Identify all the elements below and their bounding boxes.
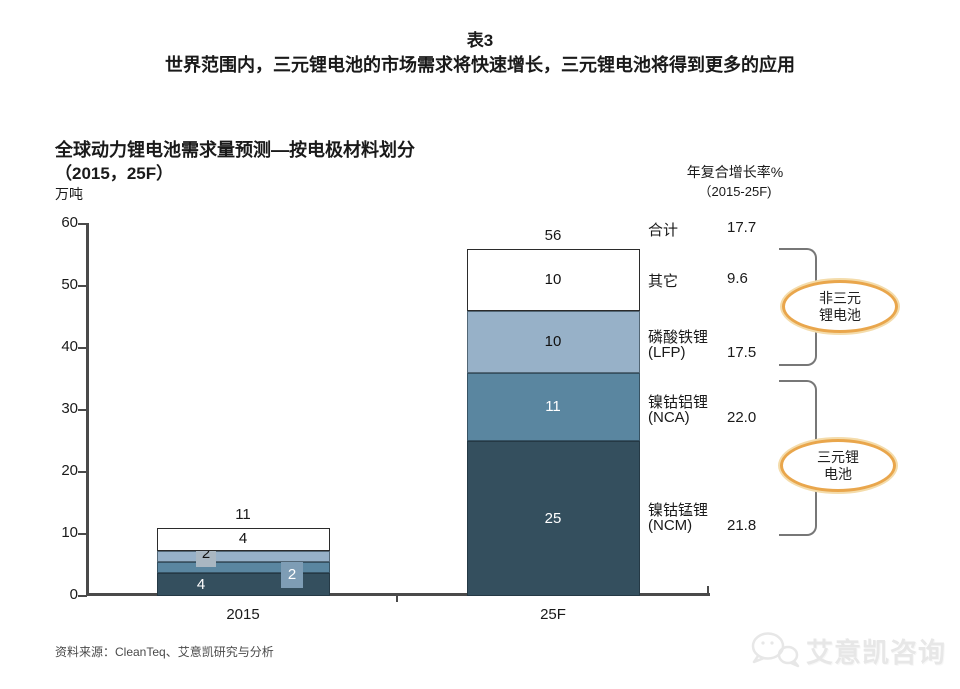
- series-code-label: (LFP): [648, 344, 686, 361]
- annotation-text: 电池: [824, 465, 852, 482]
- y-tick-mark: [78, 409, 87, 411]
- y-tick-mark: [78, 285, 87, 287]
- series-cagr-value: 22.0: [727, 409, 757, 426]
- annotation-text: 锂电池: [819, 306, 861, 323]
- bar-segment-25F-(NCA): [466, 372, 640, 441]
- annotation-ternary-battery: 三元锂 电池: [780, 439, 896, 492]
- series-cagr-value: 21.8: [727, 517, 757, 534]
- bar-segment-25F-其它: [466, 248, 640, 311]
- series-label: 其它: [648, 273, 679, 290]
- y-tick-label: 60: [61, 214, 78, 231]
- x-category-25f: 25F: [540, 606, 566, 623]
- bar-segment-value-chip: 2: [281, 561, 303, 588]
- bar-segment-value: 25: [544, 509, 562, 527]
- bar-segment-value: 4: [196, 575, 206, 593]
- series-code-label: (NCM): [648, 517, 693, 534]
- annotation-non-ternary-battery: 非三元 锂电池: [782, 280, 898, 333]
- bar-total-label: 56: [544, 226, 562, 244]
- bar-total-label: 11: [235, 505, 251, 523]
- y-tick-mark: [78, 223, 87, 225]
- series-cagr-value: 17.5: [727, 344, 757, 361]
- series-cagr-value: 17.7: [727, 219, 757, 236]
- series-label: 镍钴锰锂: [648, 502, 709, 519]
- bar-segment-25F-(LFP): [466, 310, 640, 373]
- bar-segment-value: 11: [545, 397, 561, 415]
- y-tick-mark: [78, 533, 87, 535]
- company-watermark-text: 艾意凯咨询: [806, 637, 946, 668]
- y-tick-label: 50: [61, 276, 78, 293]
- chart-title-years: （2015，25F）: [55, 164, 174, 183]
- y-tick-mark: [78, 595, 87, 597]
- bar-segment-value: 10: [544, 332, 562, 350]
- annotation-text: 三元锂: [817, 448, 859, 465]
- y-tick-label: 30: [61, 400, 78, 417]
- x-axis-line: [86, 593, 710, 596]
- source-note: 资料来源：CleanTeq、艾意凯研究与分析: [55, 645, 274, 659]
- series-code-label: (NCA): [648, 409, 690, 426]
- page-headline: 世界范围内，三元锂电池的市场需求将快速增长，三元锂电池将得到更多的应用: [165, 55, 795, 75]
- cagr-column-subheader: （2015-25F): [698, 184, 772, 199]
- y-axis-unit-label: 万吨: [55, 186, 83, 202]
- series-label: 磷酸铁锂: [648, 329, 709, 346]
- bar-segment-2015-其它: [156, 527, 330, 551]
- y-tick-mark: [78, 347, 87, 349]
- table-number-label: 表3: [466, 31, 494, 50]
- bar-segment-2015-(NCA): [156, 561, 330, 574]
- x-axis-tick: [396, 596, 398, 602]
- bar-segment-value: 10: [544, 270, 562, 288]
- y-tick-label: 20: [61, 462, 78, 479]
- x-category-2015: 2015: [226, 606, 260, 623]
- y-tick-label: 0: [69, 586, 78, 603]
- series-cagr-value: 9.6: [727, 270, 748, 287]
- bar-segment-2015-(LFP): [156, 550, 330, 562]
- bar-segment-value: 4: [238, 530, 248, 548]
- chart-title: 全球动力锂电池需求量预测—按电极材料划分: [55, 140, 415, 160]
- y-axis-line: [86, 223, 89, 596]
- y-tick-label: 40: [61, 338, 78, 355]
- series-label: 合计: [648, 222, 679, 239]
- chat-bubbles-logo-icon: [751, 632, 800, 668]
- company-watermark: 艾意凯咨询: [748, 622, 953, 678]
- series-label: 镍钴铝锂: [648, 394, 709, 411]
- x-axis-tick: [707, 586, 709, 596]
- bar-segment-25F-(NCM): [466, 441, 640, 596]
- y-tick-label: 10: [61, 524, 78, 541]
- cagr-column-header: 年复合增长率%: [686, 164, 784, 180]
- annotation-text: 非三元: [819, 289, 861, 306]
- y-tick-mark: [78, 471, 87, 473]
